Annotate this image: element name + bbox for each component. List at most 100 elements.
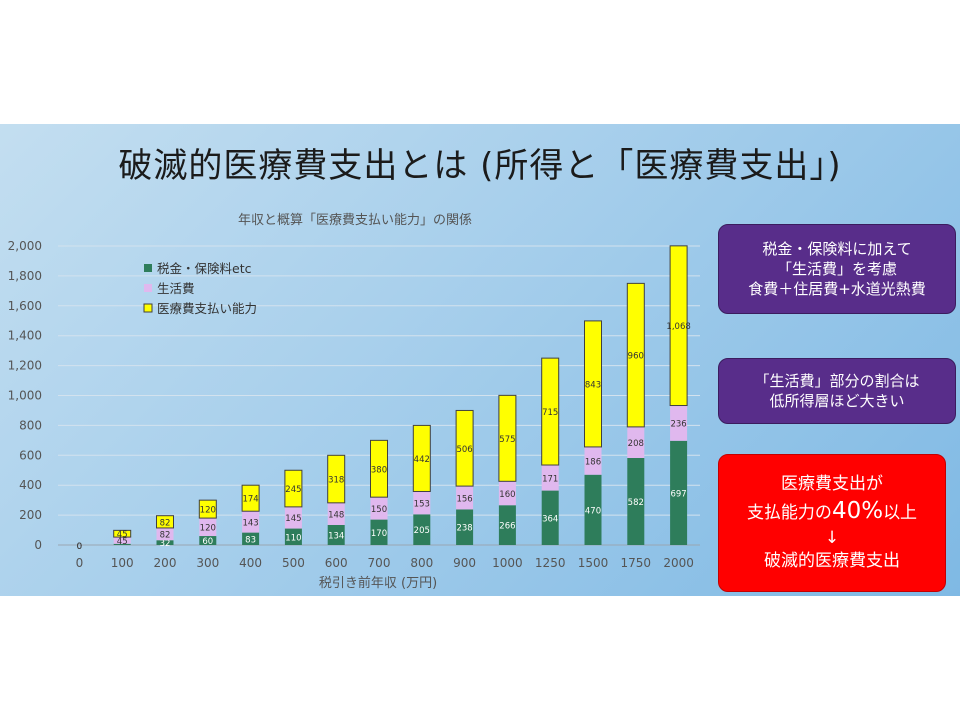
x-tick-label: 600: [325, 556, 348, 570]
data-label: 120: [200, 524, 216, 534]
y-tick-label: 1,200: [8, 359, 42, 373]
bar-segment: [670, 440, 688, 545]
bar-segment: [156, 515, 174, 529]
callout-living-cost: 税金・保険料に加えて 「生活費」を考慮 食費＋住居費+水道光熱費: [718, 224, 956, 314]
data-label: 110: [285, 533, 301, 543]
y-tick-label: 600: [19, 448, 42, 462]
callout-red-line2-post: 以上: [883, 503, 918, 523]
bar-segment: [413, 491, 431, 515]
bar-segment: [541, 490, 559, 545]
data-label: 380: [371, 465, 387, 475]
data-label: 236: [670, 420, 686, 430]
x-tick-label: 500: [282, 556, 305, 570]
callout-red-percent: 40%: [831, 498, 884, 524]
bar-segment: [541, 357, 560, 466]
x-tick-label: 2000: [663, 556, 694, 570]
slide-panel: 破滅的医療費支出とは (所得と「医療費支出」) 年収と概算「医療費支払い能力」の…: [0, 124, 960, 596]
callout-ratio-text: 「生活費」部分の割合は 低所得層ほど大きい: [754, 371, 920, 410]
bar-segment: [412, 424, 431, 492]
y-tick-label: 200: [19, 508, 42, 522]
bar-segment: [541, 465, 559, 491]
data-label: 82: [160, 518, 171, 528]
bar-segment: [156, 527, 174, 541]
data-label: 506: [456, 445, 472, 455]
data-label: 960: [628, 352, 644, 362]
data-label: 442: [414, 455, 430, 465]
bar-segment: [284, 469, 303, 508]
data-label: 143: [242, 518, 258, 528]
slide-title: 破滅的医療費支出とは (所得と「医療費支出」): [118, 146, 842, 186]
down-arrow-icon: ↓: [824, 528, 840, 549]
data-label: 245: [285, 485, 301, 495]
callout-red-line2-pre: 支払能力の: [746, 503, 832, 523]
y-tick-label: 1,400: [8, 329, 42, 343]
data-label: 575: [499, 435, 515, 445]
data-label: 843: [585, 380, 601, 390]
data-label: 170: [371, 529, 387, 539]
x-tick-label: 1000: [492, 556, 523, 570]
data-label: 82: [160, 531, 171, 541]
x-tick-label: 900: [453, 556, 476, 570]
stacked-bar-chart: 年収と概算「医療費支払い能力」の関係 02004006008001,0001,2…: [8, 213, 700, 591]
bar-segment: [156, 540, 174, 545]
callout-ratio: 「生活費」部分の割合は 低所得層ほど大きい: [718, 358, 956, 424]
data-label: 153: [414, 499, 430, 509]
bar-segment: [498, 394, 517, 482]
data-label: 205: [414, 526, 430, 536]
data-label: 0: [77, 542, 83, 552]
legend-label: 税金・保険料etc: [157, 261, 252, 276]
data-label: 697: [670, 489, 686, 499]
bar-segment: [327, 454, 346, 504]
x-tick-label: 800: [410, 556, 433, 570]
data-label: 0: [77, 542, 83, 552]
bar-segment: [627, 426, 645, 458]
bar-segment: [242, 511, 260, 533]
y-axis: 0 200 400 600 800 1,000 1,200 1,400 1,600 1,800 2,…: [8, 239, 42, 552]
data-label: 238: [456, 524, 472, 534]
data-label: 150: [371, 505, 387, 515]
data-label: 715: [542, 408, 558, 418]
y-tick-label: 0: [34, 538, 42, 552]
bar-segment: [456, 486, 474, 510]
data-label: 60: [202, 537, 213, 547]
bar-segment: [241, 484, 260, 512]
data-label: 582: [628, 498, 644, 508]
x-tick-label: 1500: [578, 556, 609, 570]
data-label: 45: [117, 537, 128, 547]
x-tick-label: 400: [239, 556, 262, 570]
callout-living-cost-text: 税金・保険料に加えて 「生活費」を考慮 食費＋住居費+水道光熱費: [748, 239, 926, 299]
bar-segment: [413, 514, 431, 545]
bar-segment: [584, 446, 602, 475]
bar-segment: [584, 474, 602, 545]
data-label: 0: [77, 542, 83, 552]
data-label: 148: [328, 510, 344, 520]
y-tick-label: 1,000: [8, 389, 42, 403]
data-label: 174: [242, 495, 258, 505]
bar-segment: [113, 529, 132, 538]
data-label: 134: [328, 531, 344, 541]
x-axis-label: 税引き前年収 (万円): [319, 575, 437, 591]
bar-segment: [627, 457, 645, 545]
data-label: 186: [585, 457, 601, 467]
data-label: 208: [628, 439, 644, 449]
callout-red-line1: 医療費支出が: [781, 474, 883, 495]
bar-segment: [498, 505, 516, 545]
bar-segment: [242, 532, 260, 545]
legend-swatch: [143, 303, 153, 313]
data-label: 120: [200, 506, 216, 516]
x-tick-label: 200: [154, 556, 177, 570]
data-label: 318: [328, 476, 344, 486]
x-tick-label: 1250: [535, 556, 566, 570]
legend-label: 医療費支払い能力: [157, 301, 257, 316]
data-label: 83: [245, 535, 256, 545]
data-label: 145: [285, 514, 301, 524]
bar-segment: [113, 543, 131, 545]
data-label: 364: [542, 514, 558, 524]
bar-segment: [370, 497, 388, 520]
bar-segment: [198, 499, 217, 519]
bar-segment: [327, 502, 345, 525]
y-tick-label: 1,800: [8, 269, 42, 283]
bar-segment: [626, 282, 645, 428]
x-tick-label: 300: [196, 556, 219, 570]
